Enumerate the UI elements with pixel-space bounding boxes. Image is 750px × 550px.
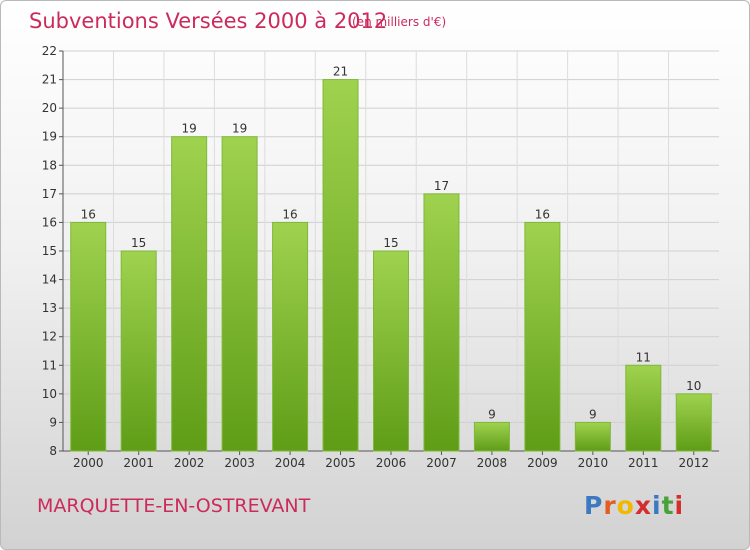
x-tick-label: 2007: [426, 456, 457, 470]
bar-value-label: 19: [182, 122, 197, 136]
bar-2008: [473, 421, 510, 452]
bar-value-label: 16: [81, 207, 96, 221]
bar-2007: [423, 193, 460, 452]
x-tick-label: 2003: [224, 456, 255, 470]
x-tick-label: 2000: [73, 456, 104, 470]
x-tick-label: 2005: [325, 456, 356, 470]
x-tick-label: 2009: [527, 456, 558, 470]
bar-2001: [120, 250, 157, 452]
y-tick-label: 10: [42, 387, 57, 401]
y-tick-label: 19: [42, 130, 57, 144]
bar-value-label: 9: [488, 407, 496, 421]
bar-value-label: 9: [589, 407, 597, 421]
y-tick-label: 13: [42, 301, 57, 315]
y-tick-label: 9: [49, 415, 57, 429]
bar-2011: [625, 364, 662, 452]
proxiti-logo: Proxiti: [584, 491, 684, 520]
bar-value-label: 16: [282, 207, 297, 221]
y-tick-label: 14: [42, 273, 57, 287]
logo-letter: r: [603, 491, 617, 520]
logo-letter: i: [652, 491, 662, 520]
bar-value-label: 16: [535, 207, 550, 221]
chart-title: Subventions Versées 2000 à 2012: [29, 9, 388, 33]
y-tick-label: 15: [42, 244, 57, 258]
logo-letter: P: [584, 491, 604, 520]
bar-2002: [171, 136, 208, 452]
bar-value-label: 17: [434, 179, 449, 193]
bar-2009: [524, 221, 561, 452]
bar-2006: [373, 250, 409, 452]
x-tick-label: 2011: [628, 456, 659, 470]
y-tick-label: 12: [42, 330, 57, 344]
bar-2000: [70, 221, 107, 452]
x-tick-label: 2008: [477, 456, 508, 470]
x-tick-label: 2012: [678, 456, 709, 470]
bars: [70, 79, 712, 452]
logo-letter: x: [634, 491, 652, 520]
y-tick-label: 17: [42, 187, 57, 201]
bar-value-label: 11: [636, 350, 651, 364]
y-tick-label: 20: [42, 101, 57, 115]
y-tick-label: 16: [42, 215, 57, 229]
bar-2003: [221, 136, 258, 452]
y-tick-label: 18: [42, 158, 57, 172]
logo-letter: o: [616, 491, 635, 520]
logo-letter: t: [661, 491, 675, 520]
y-tick-label: 22: [42, 44, 57, 58]
x-tick-label: 2006: [376, 456, 407, 470]
logo-letter: i: [674, 491, 685, 520]
x-tick-label: 2001: [123, 456, 154, 470]
commune-name: MARQUETTE-EN-OSTREVANT: [37, 495, 311, 517]
x-tick-label: 2004: [275, 456, 306, 470]
bar-value-label: 15: [383, 236, 398, 250]
x-tick-label: 2002: [174, 456, 205, 470]
y-tick-label: 21: [42, 73, 57, 87]
chart-unit-note: (en milliers d'€): [352, 15, 447, 29]
bar-value-label: 10: [686, 379, 701, 393]
y-tick-label: 8: [49, 444, 57, 458]
x-tick-label: 2010: [578, 456, 609, 470]
bar-2012: [675, 393, 712, 452]
bar-value-label: 19: [232, 122, 247, 136]
bar-value-label: 15: [131, 236, 146, 250]
labels: 8 9 10 11 12 13 14 15 16 17 18 19 20 21 22 16 2000 15 2001…: [42, 44, 709, 470]
y-tick-label: 11: [42, 358, 57, 372]
bar-2004: [272, 221, 309, 452]
bar-2010: [574, 421, 611, 452]
bar-2005: [322, 79, 359, 452]
bar-value-label: 21: [333, 65, 348, 79]
